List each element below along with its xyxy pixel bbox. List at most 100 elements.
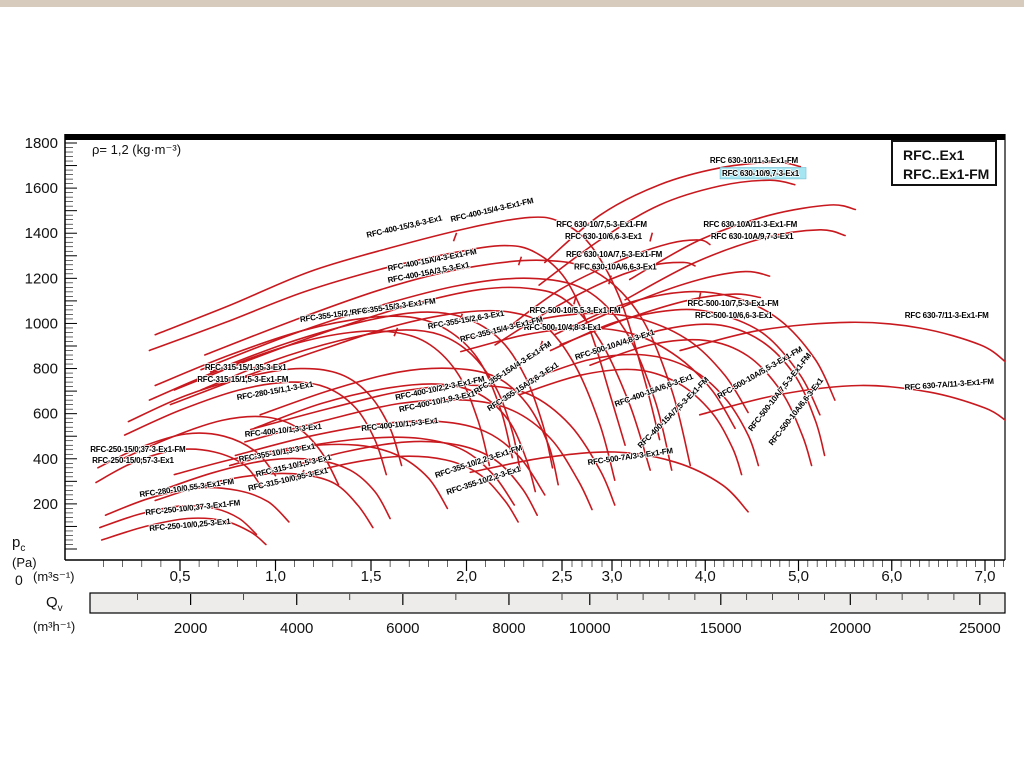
x-axis-tick-comb [103, 560, 1004, 571]
y-tick-label: 600 [33, 406, 58, 423]
x-tick-label-m3h: 15000 [700, 620, 742, 637]
fan-curve-label: RFC-250-10/0,25-3-Ex1 [149, 517, 232, 533]
fan-curve [469, 451, 749, 513]
qv-symbol: Q [46, 594, 58, 611]
fan-curve-label: RFC-400-15/4-3-Ex1-FM [450, 196, 535, 224]
fan-curve-label: RFC-315-15/1,35-3-Ex1 [205, 363, 287, 372]
fan-curve [460, 327, 736, 430]
fan-curve-label: RFC 630-10A/7,5-3-Ex1-FM [566, 250, 663, 259]
fan-curve [244, 398, 593, 511]
fan-curve-labels: RFC 630-10/11-3-Ex1-FM RFC 630-10/9,7-3-E… [89, 155, 995, 533]
x-tick-label-m3s: 1,0 [265, 568, 286, 585]
y-tick-label: 1800 [25, 135, 58, 152]
y-axis-title: pc (Pa) [12, 534, 37, 570]
fan-curve [544, 161, 802, 264]
fan-curve [95, 448, 263, 489]
y-axis-unit: (Pa) [12, 555, 37, 570]
x-tick-label-m3s: 7,0 [975, 568, 996, 585]
x-tick-label-m3s: 2,0 [456, 568, 477, 585]
fan-curve [173, 443, 449, 510]
fan-curve [624, 228, 846, 301]
y-tick-label: 1400 [25, 225, 58, 242]
y-tick-label: 400 [33, 451, 58, 468]
fan-curve [160, 457, 391, 520]
x-axis-title-qv: Qv [46, 594, 63, 614]
y-tick-label: 200 [33, 496, 58, 513]
fan-curve [538, 179, 796, 286]
duty-marker [517, 256, 523, 266]
fan-curve [528, 353, 760, 467]
x-tick-label-m3s: 3,0 [602, 568, 623, 585]
y-tick-label: 1600 [25, 180, 58, 197]
fan-curve [104, 486, 290, 523]
fan-curve [249, 384, 616, 506]
fan-curve-label: RFC 630-10A/11-3-Ex1-FM [703, 220, 797, 229]
page-top-strip [0, 0, 1024, 7]
x-tick-label-m3s: 5,0 [788, 568, 809, 585]
fan-curve-label: RFC-500-10/7,5-3-Ex1-FM [688, 299, 780, 308]
x-tick-label-m3h: 10000 [569, 620, 611, 637]
fan-curve-label: RFC 630-10/7,5-3-Ex1-FM [556, 220, 647, 229]
fan-curve [628, 204, 857, 281]
fan-curve [123, 381, 388, 476]
fan-curve [209, 311, 554, 469]
x-axis-unit-m3h: (m³h⁻¹) [33, 619, 76, 634]
fan-curve-label: RFC-500-10/4,8-3-Ex1 [524, 323, 602, 332]
fan-curve-label: RFC-250-10/0,37-3-Ex1-FM [145, 498, 241, 517]
fan-curve [200, 329, 521, 471]
duty-marker [538, 340, 544, 350]
fan-curve [154, 315, 514, 459]
x-tick-label-m3s: 1,5 [361, 568, 382, 585]
x-tick-label-m3h: 4000 [280, 620, 313, 637]
fan-curve [599, 323, 826, 457]
plot-top-bar [65, 134, 1005, 140]
fan-curve-label: RFC-315-15/1,5-3-Ex1-FM [197, 375, 289, 384]
fan-curve-label: RFC-355-15/3-3-Ex1-FM [351, 296, 437, 317]
fan-curve [569, 270, 771, 331]
y-axis-labels: 200 400 600 800 1000 1200 1400 1600 1800 [25, 135, 58, 513]
fan-curve-label: RFC 630-10/6,6-3-Ex1 [565, 232, 643, 241]
x-axis-m3h-labels: 2000 4000 6000 8000 10000 15000 20000 25000 [174, 620, 1001, 637]
fan-curve-label: RFC 630-7/11-3-Ex1-FM [905, 311, 989, 320]
y-tick-label: 800 [33, 361, 58, 378]
duty-marker [649, 232, 654, 242]
y-axis-symbol: p [12, 534, 21, 551]
fan-curve-label: RFC 630-10A/6,6-3-Ex1 [574, 262, 657, 271]
qv-sub: v [57, 603, 63, 614]
air-density-annotation: ρ= 1,2 (kg·m⁻³) [92, 142, 182, 157]
fan-curve [494, 261, 696, 346]
fan-curve [698, 384, 1005, 422]
fan-curve [204, 259, 692, 467]
fan-curve [169, 309, 616, 481]
fan-curve-label: RFC-400-15/3,6-3-Ex1 [366, 213, 444, 239]
fan-curve [253, 383, 537, 493]
duty-markers [299, 232, 702, 479]
y-tick-label: 1000 [25, 315, 58, 332]
fan-curve-label: RFC 630-10/9,7-3-Ex1 [722, 169, 800, 178]
fan-curve-label: RFC 630-7A/11-3-Ex1-FM [904, 377, 994, 392]
x-tick-label-m3s: 4,0 [695, 568, 716, 585]
fan-curve [97, 432, 277, 477]
flow-ruler-box [89, 592, 1006, 614]
fan-curves [95, 161, 1005, 546]
plot-frame [64, 134, 1006, 561]
duty-marker [393, 327, 399, 337]
x-tick-label-m3h: 25000 [959, 620, 1001, 637]
y-tick-label: 1200 [25, 270, 58, 287]
fan-curve [148, 244, 626, 446]
fan-curve-label: RFC-250-15/0,37-3-Ex1-FM [90, 445, 186, 454]
fan-curve [274, 455, 519, 523]
fan-curve-label: RFC-500-10/5,5-3-Ex1-FM [530, 306, 622, 315]
fan-curve-label: RFC-250-15/0,57-3-Ex1 [92, 456, 174, 465]
fan-curve-label: RFC-500-7A/3-3-Ex1-FM [587, 446, 674, 467]
fan-curve [154, 216, 661, 441]
x-axis-unit-m3s: (m³s⁻¹) [33, 569, 75, 584]
x-tick-label-m3s: 2,5 [552, 568, 573, 585]
x-tick-label-m3s: 6,0 [881, 568, 902, 585]
legend-item-ex1-fm: RFC..Ex1-FM [903, 166, 990, 182]
duty-marker [608, 275, 612, 285]
fan-curve [278, 440, 538, 516]
fan-curve [127, 367, 403, 467]
